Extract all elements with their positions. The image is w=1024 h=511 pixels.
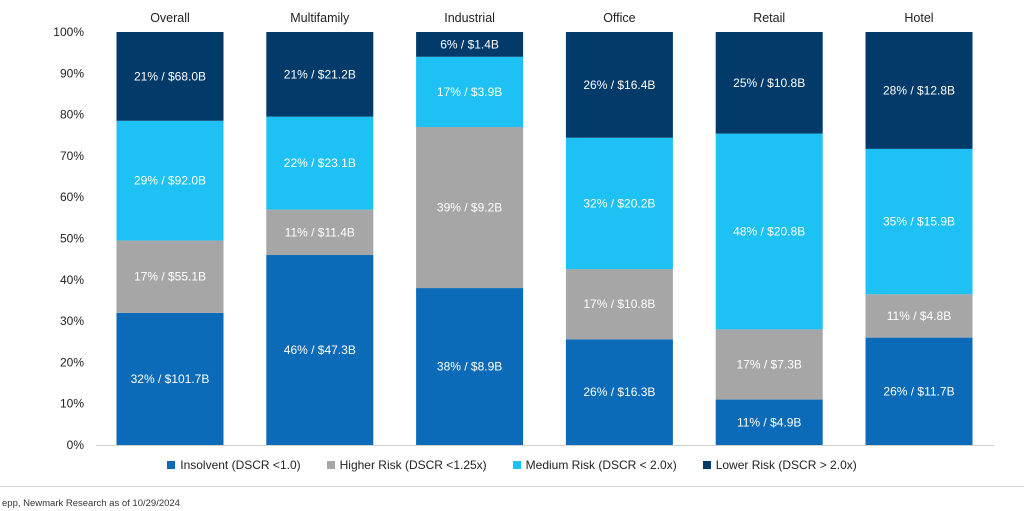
- data-label: 21% / $68.0B: [134, 69, 206, 83]
- data-label: 39% / $9.2B: [437, 201, 502, 215]
- category-label: Multifamily: [290, 11, 350, 25]
- bar-segment: [565, 269, 673, 340]
- data-label: 28% / $12.8B: [883, 83, 955, 97]
- legend-swatch: [512, 461, 521, 469]
- data-label: 11% / $4.8B: [887, 309, 952, 323]
- bar-segment: [416, 288, 524, 445]
- y-tick-label: 0%: [67, 438, 85, 452]
- data-label: 48% / $20.8B: [733, 224, 805, 238]
- legend-item: Insolvent (DSCR <1.0): [167, 458, 301, 472]
- y-tick-label: 10%: [60, 397, 84, 411]
- y-axis: 0% 10% 20% 30% 40% 50% 60% 70% 80% 90% 100%: [53, 25, 994, 452]
- bar-segment: [416, 32, 524, 57]
- bar-segment: [865, 32, 973, 149]
- source-note: epp, Newmark Research as of 10/29/2024: [2, 498, 180, 509]
- data-label: 11% / $4.9B: [737, 415, 802, 429]
- bar-segment: [865, 148, 973, 295]
- bar-segment: [715, 32, 823, 134]
- legend-label: Insolvent (DSCR <1.0): [180, 458, 301, 472]
- bar-segment: [266, 32, 374, 117]
- data-label: 17% / $10.8B: [583, 297, 655, 311]
- data-label: 25% / $10.8B: [733, 76, 805, 90]
- bar-segment: [565, 137, 673, 270]
- bar-segment: [865, 337, 973, 445]
- bar-segment: [266, 255, 374, 445]
- bar-segment: [116, 120, 224, 241]
- y-tick-label: 20%: [60, 355, 84, 369]
- y-tick-label: 30%: [60, 314, 84, 328]
- legend-label: Higher Risk (DSCR <1.25x): [339, 458, 487, 472]
- category-label: Retail: [753, 11, 785, 25]
- data-label: 17% / $7.3B: [737, 357, 802, 371]
- bar-segment: [565, 32, 673, 138]
- legend-item: Lower Risk (DSCR > 2.0x): [702, 458, 857, 472]
- category-label: Hotel: [904, 11, 933, 25]
- bar-segment: [266, 209, 374, 256]
- data-label: 46% / $47.3B: [284, 343, 356, 357]
- legend-item: Higher Risk (DSCR <1.25x): [326, 458, 487, 472]
- bar-segment: [715, 133, 823, 330]
- legend-swatch: [326, 461, 335, 469]
- bar-segment: [116, 32, 224, 121]
- footer-divider: [0, 486, 1024, 487]
- data-label: 11% / $11.4B: [285, 225, 355, 239]
- data-label: 38% / $8.9B: [437, 360, 502, 374]
- bar-segment: [715, 399, 823, 445]
- data-label: 32% / $20.2B: [583, 196, 655, 210]
- data-label: 21% / $21.2B: [284, 67, 356, 81]
- data-label: 35% / $15.9B: [883, 215, 955, 229]
- bar-segment: [116, 312, 224, 445]
- data-label: 6% / $1.4B: [440, 37, 499, 51]
- category-labels: Overall Multifamily Industrial Office Retail…: [150, 11, 933, 25]
- legend-swatch: [702, 461, 711, 469]
- y-tick-label: 80%: [60, 108, 84, 122]
- segment-labels: 32% / $101.7B 17% / $55.1B 29% / $92.0B 21%…: [131, 37, 955, 429]
- bar-segment: [266, 116, 374, 210]
- data-label: 17% / $55.1B: [134, 270, 206, 284]
- legend-label: Medium Risk (DSCR < 2.0x): [525, 458, 677, 472]
- bar-segment: [715, 329, 823, 400]
- legend-item: Medium Risk (DSCR < 2.0x): [512, 458, 677, 472]
- y-tick-label: 50%: [60, 232, 84, 246]
- y-tick-label: 40%: [60, 273, 84, 287]
- data-label: 26% / $16.4B: [583, 78, 655, 92]
- data-label: 26% / $11.7B: [883, 384, 954, 398]
- bar-segment: [116, 240, 224, 313]
- stacked-bar-chart: 0% 10% 20% 30% 40% 50% 60% 70% 80% 90% 100% Overal…: [53, 11, 994, 452]
- y-tick-label: 90%: [60, 66, 84, 80]
- data-label: 32% / $101.7B: [131, 372, 210, 386]
- category-label: Industrial: [444, 11, 495, 25]
- legend: Insolvent (DSCR <1.0) Higher Risk (DSCR <…: [0, 458, 1024, 472]
- data-label: 17% / $3.9B: [437, 85, 502, 99]
- legend-swatch: [167, 461, 176, 469]
- data-label: 22% / $23.1B: [284, 156, 356, 170]
- category-label: Overall: [150, 11, 190, 25]
- bar-segment: [416, 126, 524, 289]
- y-tick-label: 100%: [53, 25, 84, 39]
- bar-segment: [865, 294, 973, 338]
- y-tick-label: 60%: [60, 190, 84, 204]
- bar-segment: [416, 56, 524, 127]
- bar-segment: [565, 339, 673, 445]
- bars: [116, 32, 973, 445]
- category-label: Office: [603, 11, 635, 25]
- legend-label: Lower Risk (DSCR > 2.0x): [715, 458, 857, 472]
- data-label: 29% / $92.0B: [134, 174, 206, 188]
- data-label: 26% / $16.3B: [583, 385, 655, 399]
- y-tick-label: 70%: [60, 149, 84, 163]
